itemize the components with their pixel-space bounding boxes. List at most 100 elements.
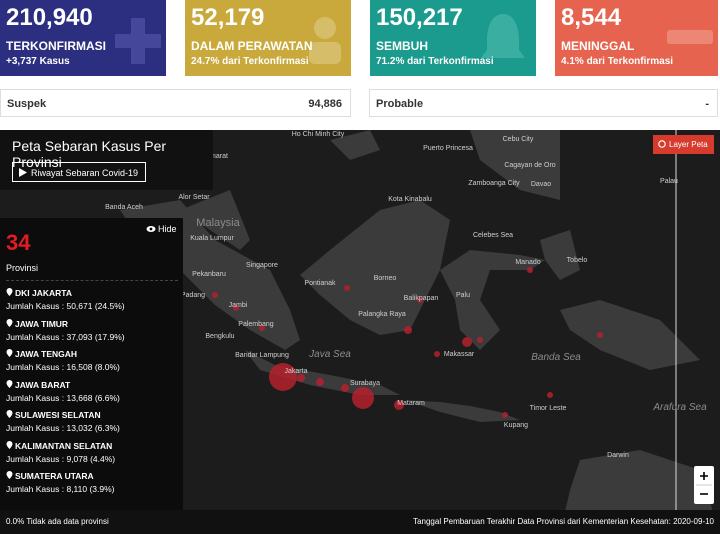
card-sub: 24.7% dari Terkonfirmasi bbox=[191, 56, 309, 67]
province-item: SULAWESI SELATAN Jumlah Kasus : 13,032 (6… bbox=[6, 410, 120, 433]
place-label: Alor Setar bbox=[178, 194, 210, 201]
place-label: Banda Aceh bbox=[105, 204, 143, 211]
province-name-text: SULAWESI SELATAN bbox=[15, 410, 101, 420]
pin-icon bbox=[6, 379, 13, 388]
card-recovered: 150,217 SEMBUH 71.2% dari Terkonfirmasi bbox=[370, 0, 536, 76]
place-label: Jambi bbox=[229, 302, 248, 309]
map-title: Peta Sebaran Kasus Per Provinsi bbox=[12, 138, 167, 170]
province-name: SUMATERA UTARA bbox=[6, 471, 115, 481]
province-name: JAWA BARAT bbox=[6, 379, 120, 390]
icon bbox=[115, 18, 161, 64]
province-name-text: DKI JAKARTA bbox=[15, 288, 72, 298]
pin-icon bbox=[6, 288, 13, 296]
province-item: KALIMANTAN SELATAN Jumlah Kasus : 9,078 (… bbox=[6, 440, 116, 464]
province-name-text: JAWA BARAT bbox=[15, 379, 71, 390]
icon bbox=[667, 30, 713, 44]
province-cases: Jumlah Kasus : 16,508 (8.0%) bbox=[6, 362, 120, 372]
province-cases: Jumlah Kasus : 8,110 (3.9%) bbox=[6, 484, 115, 494]
place-label: Ho Chi Minh City bbox=[292, 131, 345, 138]
province-name: KALIMANTAN SELATAN bbox=[6, 440, 115, 451]
icon bbox=[19, 168, 27, 177]
province-cases: Jumlah Kasus : 9,078 (4.4%) bbox=[6, 453, 116, 464]
button-label: Riwayat Sebaran Covid-19 bbox=[31, 168, 139, 178]
province-name-text: JAWA TENGAH bbox=[15, 349, 78, 359]
pin-icon bbox=[6, 471, 13, 479]
card-value: 210,940 bbox=[6, 4, 93, 31]
footer-left: 0.0% Tidak ada data provinsi bbox=[6, 517, 109, 526]
zoom-icons bbox=[696, 472, 712, 495]
stat-box: Probable - bbox=[369, 89, 718, 117]
place-label: Palembang bbox=[238, 321, 274, 328]
place-label: Jakarta bbox=[285, 368, 308, 375]
place-label: Cagayan de Oro bbox=[504, 162, 555, 169]
history-button[interactable]: Riwayat Sebaran Covid-19 bbox=[12, 162, 147, 182]
place-label: Palau bbox=[660, 178, 678, 185]
province-item: JAWA TIMUR Jumlah Kasus : 37,093 (17.9%) bbox=[6, 318, 125, 342]
place-label: Cebu City bbox=[503, 136, 534, 143]
province-count: 34 bbox=[6, 230, 31, 255]
button-label: Layer Peta bbox=[669, 140, 708, 149]
zoom-control bbox=[694, 466, 714, 504]
map-panel: Ho Chi Minh City Puerto Princesa Cebu City… bbox=[0, 130, 720, 534]
place-label: Malaysia bbox=[196, 217, 240, 229]
stat-value: 94,886 bbox=[308, 98, 342, 110]
card-value: 8,544 bbox=[561, 4, 622, 31]
card-label: MENINGGAL bbox=[561, 39, 635, 53]
pin-icon bbox=[6, 440, 13, 449]
place-label: Banda Sea bbox=[531, 352, 581, 363]
place-label: Singapore bbox=[246, 262, 278, 269]
separator bbox=[6, 280, 178, 281]
place-label: Kuala Lumpur bbox=[190, 235, 234, 242]
icon bbox=[309, 17, 341, 64]
pin-icon bbox=[6, 410, 13, 418]
province-name: SULAWESI SELATAN bbox=[6, 410, 120, 420]
card-sub: 71.2% dari Terkonfirmasi bbox=[376, 56, 494, 67]
place-label: Davao bbox=[531, 181, 551, 188]
footer-right: Tanggal Pembaruan Terakhir Data Provinsi… bbox=[413, 517, 714, 526]
place-label: Borneo bbox=[374, 275, 397, 282]
place-label: Bengkulu bbox=[205, 333, 234, 340]
title-box: Peta Sebaran Kasus Per Provinsi Riwayat … bbox=[0, 130, 213, 190]
card-treated: 52,179 DALAM PERAWATAN 24.7% dari Terkon… bbox=[185, 0, 351, 76]
place-label: Makassar bbox=[444, 351, 475, 358]
province-item: JAWA BARAT Jumlah Kasus : 13,668 (6.6%) bbox=[6, 379, 120, 403]
button-label: Hide bbox=[158, 224, 177, 234]
place-label: Timor Leste bbox=[530, 405, 567, 412]
province-cases: Jumlah Kasus : 37,093 (17.9%) bbox=[6, 331, 125, 342]
province-item: JAWA TENGAH Jumlah Kasus : 16,508 (8.0%) bbox=[6, 349, 120, 372]
stat-label: Probable bbox=[376, 98, 424, 110]
pin-icon bbox=[6, 318, 13, 327]
province-name: JAWA TIMUR bbox=[6, 318, 125, 329]
icon bbox=[146, 226, 156, 232]
place-label: Pontianak bbox=[304, 280, 336, 287]
card-label: TERKONFIRMASI bbox=[6, 39, 106, 53]
card-label: DALAM PERAWATAN bbox=[191, 39, 313, 53]
place-label: Java Sea bbox=[308, 349, 351, 360]
icon bbox=[658, 140, 666, 148]
hide-button[interactable]: Hide bbox=[146, 224, 177, 234]
province-name-text: SUMATERA UTARA bbox=[15, 471, 94, 481]
province-name-text: JAWA TIMUR bbox=[15, 318, 69, 329]
province-name-text: KALIMANTAN SELATAN bbox=[15, 440, 113, 451]
case-markers bbox=[175, 253, 603, 418]
province-name: DKI JAKARTA bbox=[6, 288, 125, 298]
province-cases: Jumlah Kasus : 50,671 (24.5%) bbox=[6, 301, 125, 311]
card-sub: 4.1% dari Terkonfirmasi bbox=[561, 56, 674, 67]
place-label: Darwin bbox=[607, 452, 629, 459]
place-label: Kupang bbox=[504, 422, 528, 429]
place-label: Mataram bbox=[397, 400, 425, 407]
place-label: Palangka Raya bbox=[358, 311, 406, 318]
province-cases: Jumlah Kasus : 13,032 (6.3%) bbox=[6, 423, 120, 433]
place-label: Arafura Sea bbox=[652, 402, 707, 413]
layer-button[interactable]: Layer Peta bbox=[653, 135, 714, 154]
place-label: Padang bbox=[181, 292, 205, 299]
land bbox=[120, 130, 720, 534]
province-panel: Hide 34 Provinsi DKI JAKARTA Jumlah Kasus… bbox=[0, 218, 183, 510]
place-label: Palu bbox=[456, 292, 470, 299]
stat-label: Suspek bbox=[7, 98, 47, 110]
card-value: 52,179 bbox=[191, 4, 265, 31]
card-sub: +3,737 Kasus bbox=[6, 56, 70, 67]
place-label: Pekanbaru bbox=[192, 271, 226, 278]
stat-box: Suspek 94,886 bbox=[0, 89, 351, 117]
